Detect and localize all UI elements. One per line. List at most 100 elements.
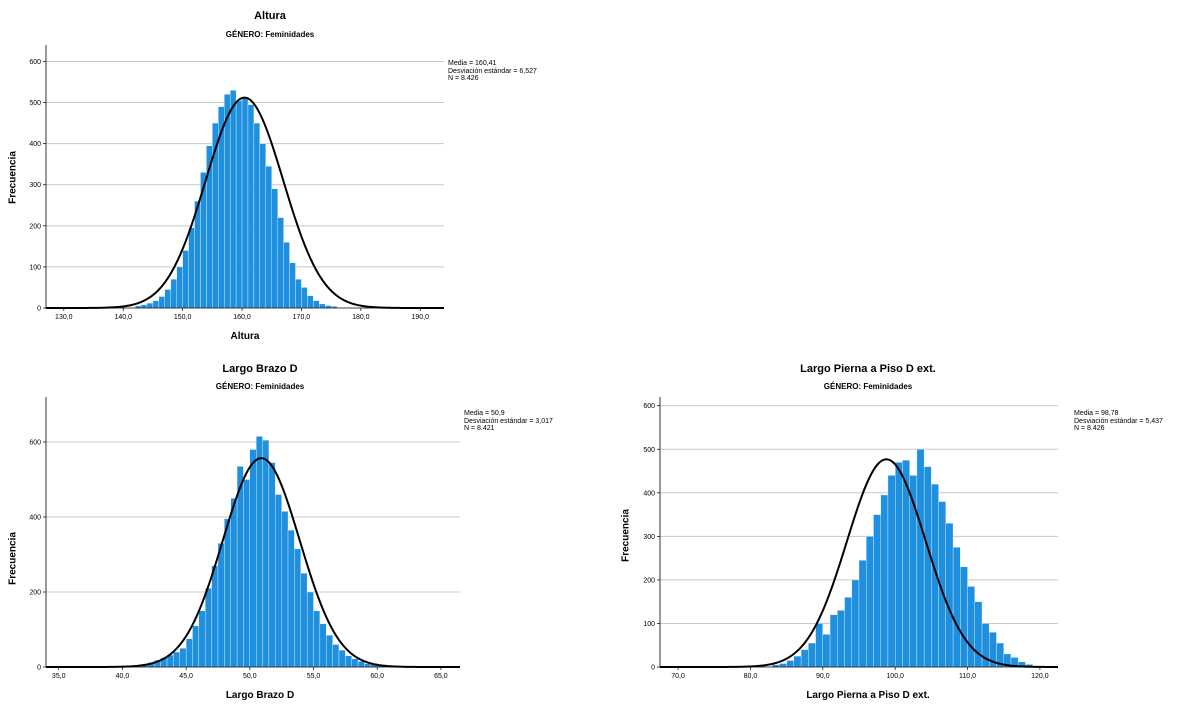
histogram-bar [165, 290, 171, 308]
y-tick-label: 200 [29, 590, 41, 597]
histogram-bar [256, 436, 262, 667]
y-tick-label: 400 [643, 490, 655, 497]
histogram-plot: 0 100 200 300 400 500 600 130,0 140,0 150,0 160,0 1… [0, 0, 560, 330]
histogram-bar [141, 305, 147, 308]
stat-n: N = 8.426 [448, 75, 537, 83]
histogram-bar [787, 660, 794, 667]
histogram-bar [924, 467, 931, 667]
y-tick-label: 0 [651, 665, 655, 672]
histogram-bar [881, 495, 888, 667]
y-tick-label: 200 [29, 223, 41, 230]
x-tick-label: 45,0 [179, 673, 193, 680]
stat-sd: Desviación estándar = 6,527 [448, 68, 537, 76]
histogram-bar [171, 279, 177, 308]
x-tick-label: 160,0 [233, 314, 251, 321]
histogram-bar [801, 650, 808, 667]
histogram-bar [230, 90, 236, 308]
histogram-bar [307, 592, 313, 667]
histogram-bar [266, 166, 272, 308]
stats-box: Media = 98,78 Desviación estándar = 5,43… [1074, 410, 1163, 433]
histogram-bar [195, 201, 201, 308]
x-axis-label: Largo Brazo D [195, 690, 325, 701]
histogram-bar [243, 480, 249, 668]
histogram-bar [917, 449, 924, 667]
histogram-bar [333, 645, 339, 668]
histogram-bar [816, 623, 823, 667]
stats-box: Media = 160,41 Desviación estándar = 6,5… [448, 60, 537, 83]
x-tick-label: 55,0 [307, 673, 321, 680]
histogram-bar [873, 515, 880, 667]
histogram-bar [192, 626, 198, 667]
histogram-bar [968, 586, 975, 667]
y-tick-label: 300 [643, 534, 655, 541]
histogram-bar [319, 304, 325, 308]
histogram-bar [269, 463, 275, 667]
histogram-bar [953, 547, 960, 667]
y-tick-label: 400 [29, 141, 41, 148]
x-tick-label: 65,0 [434, 673, 448, 680]
histogram-bar [282, 511, 288, 667]
x-tick-label: 170,0 [293, 314, 311, 321]
y-tick-label: 100 [29, 264, 41, 271]
chart-largo-brazo: Largo Brazo D GÉNERO: Feminidades Frecue… [0, 355, 580, 704]
x-tick-label: 80,0 [744, 673, 758, 680]
stat-mean: Media = 98,78 [1074, 410, 1163, 418]
x-tick-label: 110,0 [959, 673, 976, 680]
histogram-bar [248, 105, 254, 308]
histogram-bar [358, 661, 364, 667]
stat-sd: Desviación estándar = 5,437 [1074, 418, 1163, 426]
y-tick-label: 500 [29, 100, 41, 107]
histogram-bar [830, 615, 837, 667]
stat-mean: Media = 160,41 [448, 60, 537, 68]
stats-box: Media = 50,9 Desviación estándar = 3,017… [464, 410, 553, 433]
histogram-bar [352, 659, 358, 667]
histogram-bar [275, 495, 281, 668]
x-tick-label: 150,0 [174, 314, 192, 321]
y-tick-label: 300 [29, 182, 41, 189]
histogram-bar [975, 602, 982, 667]
y-tick-label: 500 [643, 447, 655, 454]
chart-largo-pierna: Largo Pierna a Piso D ext. GÉNERO: Femin… [615, 355, 1177, 704]
stat-sd: Desviación estándar = 3,017 [464, 418, 553, 426]
histogram-bar [779, 664, 786, 667]
stat-n: N = 8.421 [464, 425, 553, 433]
histogram-bar [205, 588, 211, 667]
histogram-bar [250, 450, 256, 668]
histogram-bar [254, 123, 260, 308]
histogram-bar [189, 228, 195, 308]
histogram-bar [888, 475, 895, 667]
x-tick-label: 130,0 [55, 314, 73, 321]
x-tick-label: 120,0 [1031, 673, 1049, 680]
x-tick-label: 100,0 [886, 673, 904, 680]
y-tick-label: 0 [37, 665, 41, 672]
histogram-bar [794, 656, 801, 667]
histogram-bar [866, 536, 873, 667]
histogram-bar [183, 250, 189, 308]
x-tick-label: 40,0 [116, 673, 130, 680]
histogram-bar [960, 567, 967, 667]
histogram-bar [845, 597, 852, 667]
stat-mean: Media = 50,9 [464, 410, 553, 418]
x-tick-label: 140,0 [114, 314, 132, 321]
histogram-bar [859, 560, 866, 667]
histogram-bar [288, 530, 294, 667]
histogram-bar [177, 267, 183, 308]
histogram-bar [236, 100, 242, 308]
x-axis-label: Largo Pierna a Piso D ext. [778, 690, 958, 701]
x-tick-label: 70,0 [671, 673, 685, 680]
histogram-bar [301, 573, 307, 667]
y-tick-label: 200 [643, 577, 655, 584]
histogram-bar [313, 301, 319, 308]
histogram-bar [242, 98, 248, 308]
y-tick-label: 600 [29, 59, 41, 66]
histogram-bar [237, 466, 243, 667]
histogram-bar [808, 643, 815, 667]
histogram-bar [224, 94, 230, 308]
histogram-bar [294, 549, 300, 667]
x-tick-label: 50,0 [243, 673, 257, 680]
histogram-bar [320, 624, 326, 667]
histogram-plot: 010020030040050060070,0 80,0 90,0 100,0 110,… [615, 355, 1177, 685]
histogram-bar [218, 543, 224, 667]
histogram-bar [852, 580, 859, 667]
histogram-bar [263, 440, 269, 667]
